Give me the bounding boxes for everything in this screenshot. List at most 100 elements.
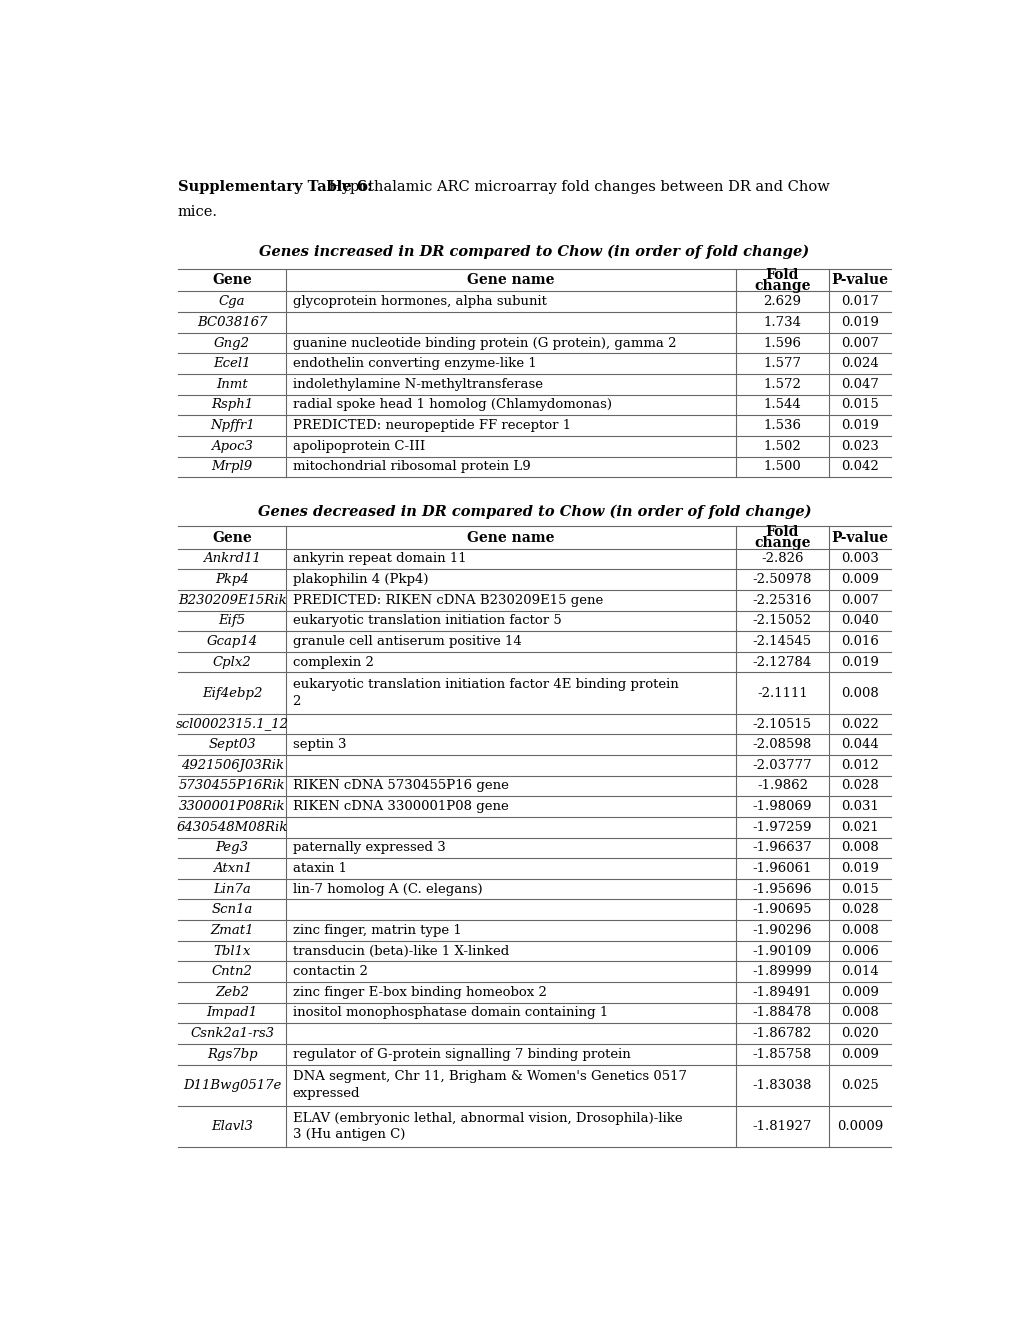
Text: -2.25316: -2.25316 <box>752 594 811 607</box>
Text: contactin 2: contactin 2 <box>292 965 367 978</box>
Text: 5730455P16Rik: 5730455P16Rik <box>178 779 285 792</box>
Text: 0.019: 0.019 <box>840 656 878 669</box>
Text: 2.629: 2.629 <box>762 296 801 309</box>
Text: -1.89491: -1.89491 <box>752 986 811 999</box>
Text: Cplx2: Cplx2 <box>213 656 252 669</box>
Text: Hypothalamic ARC microarray fold changes between DR and Chow: Hypothalamic ARC microarray fold changes… <box>329 180 828 194</box>
Text: guanine nucleotide binding protein (G protein), gamma 2: guanine nucleotide binding protein (G pr… <box>292 337 676 350</box>
Text: complexin 2: complexin 2 <box>292 656 373 669</box>
Text: Inmt: Inmt <box>216 378 248 391</box>
Text: eukaryotic translation initiation factor 4E binding protein: eukaryotic translation initiation factor… <box>292 678 678 692</box>
Text: Zmat1: Zmat1 <box>210 924 254 937</box>
Text: mitochondrial ribosomal protein L9: mitochondrial ribosomal protein L9 <box>292 461 530 474</box>
Text: -1.90695: -1.90695 <box>752 903 811 916</box>
Text: Cntn2: Cntn2 <box>212 965 253 978</box>
Text: -2.50978: -2.50978 <box>752 573 811 586</box>
Text: glycoprotein hormones, alpha subunit: glycoprotein hormones, alpha subunit <box>292 296 546 309</box>
Text: Fold: Fold <box>765 525 798 539</box>
Text: Lin7a: Lin7a <box>213 883 251 896</box>
Text: -2.08598: -2.08598 <box>752 738 811 751</box>
Text: Gcap14: Gcap14 <box>207 635 258 648</box>
Text: D11Bwg0517e: D11Bwg0517e <box>182 1078 281 1092</box>
Text: Supplementary Table 6:: Supplementary Table 6: <box>177 180 372 194</box>
Text: 0.015: 0.015 <box>841 883 878 896</box>
Text: 1.734: 1.734 <box>762 315 801 329</box>
Text: ELAV (embryonic lethal, abnormal vision, Drosophila)-like: ELAV (embryonic lethal, abnormal vision,… <box>292 1111 682 1125</box>
Text: -1.98069: -1.98069 <box>752 800 811 813</box>
Text: granule cell antiserum positive 14: granule cell antiserum positive 14 <box>292 635 521 648</box>
Text: Sept03: Sept03 <box>208 738 256 751</box>
Text: -1.85758: -1.85758 <box>752 1048 811 1061</box>
Text: 1.577: 1.577 <box>762 358 801 370</box>
Text: Gene name: Gene name <box>467 531 554 545</box>
Text: 0.008: 0.008 <box>841 924 878 937</box>
Text: Gene: Gene <box>212 273 252 288</box>
Text: -1.89999: -1.89999 <box>752 965 811 978</box>
Text: Genes increased in DR compared to Chow (in order of fold change): Genes increased in DR compared to Chow (… <box>259 244 809 259</box>
Text: 0.028: 0.028 <box>841 779 878 792</box>
Text: Fold: Fold <box>765 268 798 282</box>
Text: -2.10515: -2.10515 <box>752 718 811 730</box>
Text: Eif5: Eif5 <box>218 614 246 627</box>
Text: eukaryotic translation initiation factor 5: eukaryotic translation initiation factor… <box>292 614 560 627</box>
Text: Ecel1: Ecel1 <box>213 358 251 370</box>
Text: Apoc3: Apoc3 <box>211 440 253 453</box>
Text: zinc finger E-box binding homeobox 2: zinc finger E-box binding homeobox 2 <box>292 986 546 999</box>
Text: -1.95696: -1.95696 <box>752 883 811 896</box>
Text: 0.031: 0.031 <box>840 800 878 813</box>
Text: 0.0009: 0.0009 <box>836 1119 882 1133</box>
Text: Genes decreased in DR compared to Chow (in order of fold change): Genes decreased in DR compared to Chow (… <box>258 506 810 519</box>
Text: 0.003: 0.003 <box>840 553 878 565</box>
Text: paternally expressed 3: paternally expressed 3 <box>292 841 445 854</box>
Text: -1.90109: -1.90109 <box>752 945 811 957</box>
Text: Scn1a: Scn1a <box>211 903 253 916</box>
Text: septin 3: septin 3 <box>292 738 345 751</box>
Text: -1.88478: -1.88478 <box>752 1006 811 1019</box>
Text: 0.008: 0.008 <box>841 841 878 854</box>
Text: -2.1111: -2.1111 <box>756 686 807 700</box>
Text: Cga: Cga <box>219 296 246 309</box>
Text: 1.544: 1.544 <box>763 399 801 412</box>
Text: -2.14545: -2.14545 <box>752 635 811 648</box>
Text: Tbl1x: Tbl1x <box>213 945 251 957</box>
Text: Eif4ebp2: Eif4ebp2 <box>202 686 262 700</box>
Text: Npffr1: Npffr1 <box>210 418 254 432</box>
Text: RIKEN cDNA 3300001P08 gene: RIKEN cDNA 3300001P08 gene <box>292 800 507 813</box>
Text: Zeb2: Zeb2 <box>215 986 249 999</box>
Text: lin-7 homolog A (C. elegans): lin-7 homolog A (C. elegans) <box>292 883 482 896</box>
Text: change: change <box>753 536 810 550</box>
Text: apolipoprotein C-III: apolipoprotein C-III <box>292 440 424 453</box>
Text: 6430548M08Rik: 6430548M08Rik <box>176 821 287 834</box>
Text: -1.86782: -1.86782 <box>752 1027 811 1040</box>
Text: Pkp4: Pkp4 <box>215 573 249 586</box>
Text: inositol monophosphatase domain containing 1: inositol monophosphatase domain containi… <box>292 1006 607 1019</box>
Text: 0.019: 0.019 <box>840 862 878 875</box>
Text: indolethylamine N-methyltransferase: indolethylamine N-methyltransferase <box>292 378 542 391</box>
Text: 0.015: 0.015 <box>841 399 878 412</box>
Text: 0.022: 0.022 <box>841 718 878 730</box>
Text: radial spoke head 1 homolog (Chlamydomonas): radial spoke head 1 homolog (Chlamydomon… <box>292 399 611 412</box>
Text: -1.96637: -1.96637 <box>752 841 811 854</box>
Text: -2.826: -2.826 <box>760 553 803 565</box>
Text: Elavl3: Elavl3 <box>211 1119 253 1133</box>
Text: Csnk2a1-rs3: Csnk2a1-rs3 <box>190 1027 274 1040</box>
Text: Mrpl9: Mrpl9 <box>211 461 253 474</box>
Text: Impad1: Impad1 <box>207 1006 258 1019</box>
Text: 0.040: 0.040 <box>841 614 878 627</box>
Text: 0.028: 0.028 <box>841 903 878 916</box>
Text: ataxin 1: ataxin 1 <box>292 862 346 875</box>
Text: Gene name: Gene name <box>467 273 554 288</box>
Text: Gene: Gene <box>212 531 252 545</box>
Text: -1.90296: -1.90296 <box>752 924 811 937</box>
Text: PREDICTED: RIKEN cDNA B230209E15 gene: PREDICTED: RIKEN cDNA B230209E15 gene <box>292 594 602 607</box>
Text: scl0002315.1_12: scl0002315.1_12 <box>175 718 288 730</box>
Text: 0.020: 0.020 <box>841 1027 878 1040</box>
Text: expressed: expressed <box>292 1086 360 1100</box>
Text: 4921506J03Rik: 4921506J03Rik <box>180 759 283 772</box>
Text: 0.008: 0.008 <box>841 1006 878 1019</box>
Text: B230209E15Rik: B230209E15Rik <box>177 594 286 607</box>
Text: 0.024: 0.024 <box>841 358 878 370</box>
Text: Rgs7bp: Rgs7bp <box>207 1048 257 1061</box>
Text: 0.047: 0.047 <box>840 378 878 391</box>
Text: 1.596: 1.596 <box>762 337 801 350</box>
